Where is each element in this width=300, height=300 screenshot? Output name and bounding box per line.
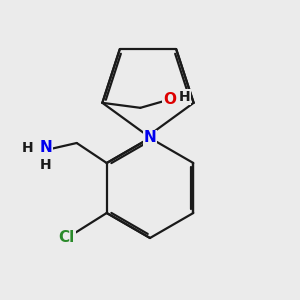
Text: Cl: Cl [58, 230, 75, 245]
Text: H: H [178, 90, 190, 104]
Text: N: N [144, 130, 156, 146]
Text: H: H [22, 141, 34, 155]
Text: H: H [40, 158, 52, 172]
Text: N: N [39, 140, 52, 155]
Text: O: O [163, 92, 176, 107]
